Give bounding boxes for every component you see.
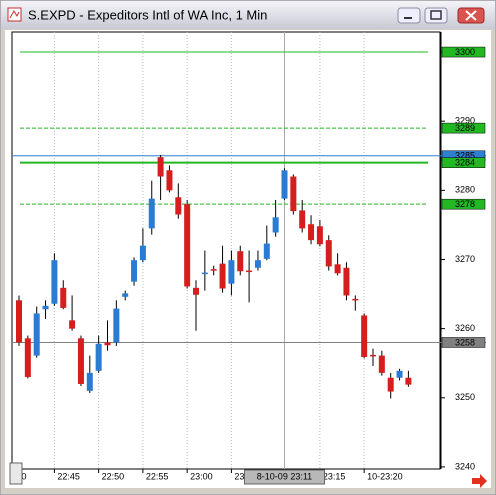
window-title: S.EXPD - Expeditors Intl of WA Inc, 1 Mi… <box>28 7 267 22</box>
scroll-right-arrow[interactable] <box>472 474 487 488</box>
scroll-thumb[interactable] <box>9 462 23 485</box>
candle-body <box>131 260 138 282</box>
candle-body <box>272 217 279 233</box>
candle-body <box>175 197 182 215</box>
level-label-box <box>441 122 486 134</box>
candle-body <box>77 338 84 384</box>
x-tick-label: 23 <box>234 471 244 481</box>
candle-body <box>299 210 306 229</box>
candle-body <box>24 338 31 378</box>
candle-body <box>210 269 217 271</box>
app-icon-glyph <box>9 10 20 19</box>
x-tick-label: 22:55 <box>146 471 169 481</box>
level-label: 3258 <box>455 337 475 347</box>
candle-body <box>228 260 235 284</box>
candle-body <box>219 263 226 289</box>
cursor-label: 8-10-09 23:11 <box>257 471 312 481</box>
candle-body <box>69 320 76 329</box>
candle-body <box>396 370 403 378</box>
level-label: 3278 <box>455 199 475 209</box>
candle-body <box>184 204 191 287</box>
minimize-button[interactable] <box>397 7 421 24</box>
candle-body <box>86 372 93 391</box>
x-tick-label: 23:15 <box>323 471 346 481</box>
candle-body <box>60 287 67 308</box>
y-tick-label: 3290 <box>455 116 475 126</box>
candle-body <box>343 267 350 296</box>
y-tick-label: 3270 <box>455 254 475 264</box>
candle-body <box>405 377 412 385</box>
candle-body <box>201 272 208 275</box>
candle-body <box>387 377 394 392</box>
candle-body <box>378 355 385 373</box>
candle-body <box>157 157 164 177</box>
cursor-label-box <box>244 469 325 485</box>
candle-body <box>325 240 332 267</box>
level-label: 3284 <box>455 158 475 168</box>
candle-body <box>33 313 40 356</box>
level-label: 3300 <box>455 47 475 57</box>
candle-body <box>193 287 199 295</box>
level-label-box <box>441 157 486 168</box>
candle-body <box>51 260 58 304</box>
candle-body <box>113 308 120 343</box>
candle-body <box>246 270 253 273</box>
candle-body <box>166 170 173 191</box>
y-tick-label: 3280 <box>455 185 475 195</box>
candle-body <box>352 298 359 301</box>
plot-area <box>11 31 441 470</box>
level-label: 3289 <box>455 123 475 133</box>
candle-body <box>316 226 323 245</box>
candle-body <box>42 305 49 310</box>
maximize-glyph <box>430 10 442 20</box>
x-tick-label: 10-23:20 <box>367 471 403 481</box>
candle-body <box>237 251 244 272</box>
candle-body <box>308 224 315 241</box>
x-tick-label: 23:00 <box>190 471 213 481</box>
level-label-box <box>441 46 486 58</box>
candle-body <box>148 198 155 229</box>
candle-body <box>263 243 270 259</box>
candle-body <box>361 315 368 357</box>
app-icon <box>7 7 22 22</box>
level-label-box <box>441 198 486 210</box>
candle-body <box>254 260 261 268</box>
candle-body <box>290 176 297 212</box>
close-glyph <box>465 10 477 21</box>
x-tick-label: 22:45 <box>57 471 80 481</box>
candle-body <box>104 342 111 346</box>
candle-body <box>16 300 22 343</box>
candle-body <box>334 264 341 274</box>
level-label-box <box>441 337 486 348</box>
x-tick-label: 22:50 <box>102 471 125 481</box>
candle-body <box>139 245 146 261</box>
y-tick-label: 3240 <box>455 461 475 471</box>
level-label: 3285 <box>455 151 475 161</box>
y-tick-label: 3250 <box>455 392 475 402</box>
candle-body <box>122 293 129 297</box>
candle-body <box>95 343 102 371</box>
candle-body <box>370 354 376 357</box>
candle-body <box>281 170 288 199</box>
y-tick-label: 3260 <box>455 323 475 333</box>
